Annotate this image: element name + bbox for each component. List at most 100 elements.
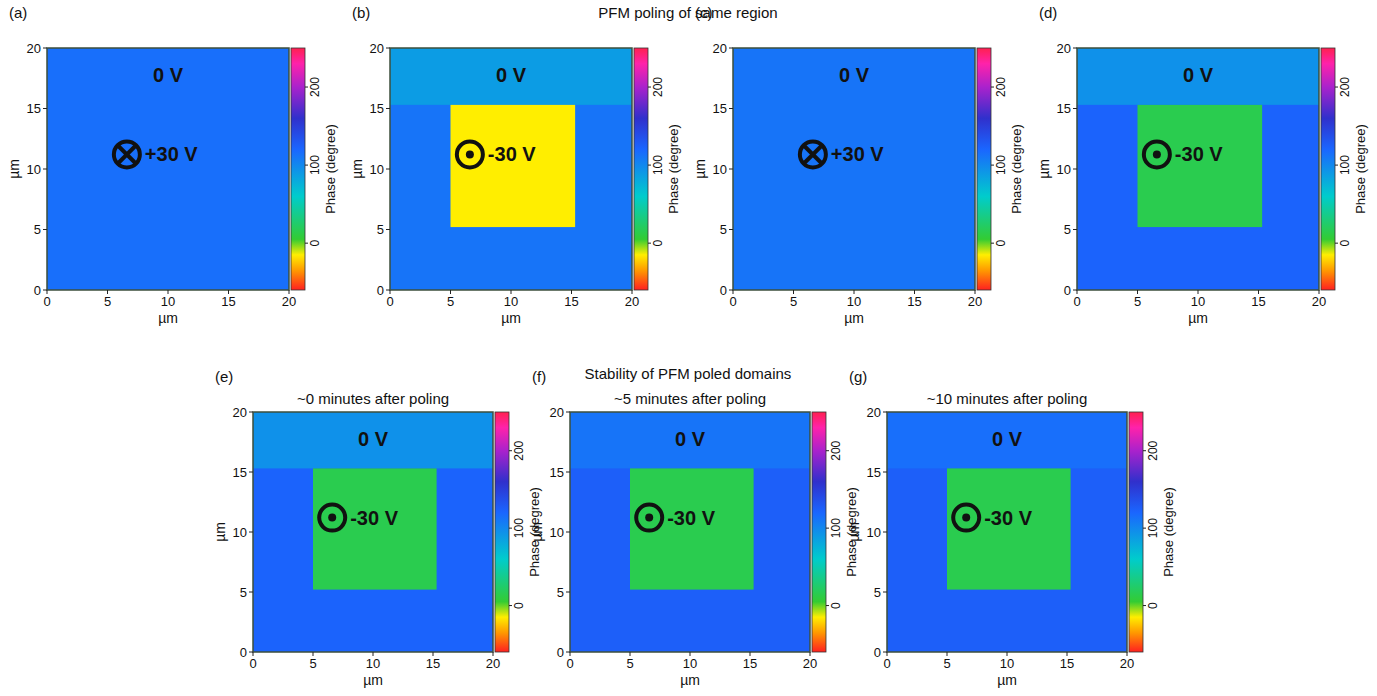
colorbar: [634, 48, 648, 290]
x-axis-title: µm: [363, 672, 383, 688]
voltage-label: 0 V: [675, 428, 706, 450]
colorbar: [291, 48, 305, 290]
x-axis-title: µm: [158, 310, 178, 326]
polarity-marker: [636, 505, 662, 531]
colorbar: [495, 412, 509, 652]
y-tick-label: 15: [1057, 101, 1071, 116]
x-tick-label: 0: [249, 656, 256, 671]
polarity-dot: [645, 514, 653, 522]
polarity-marker: [800, 141, 826, 167]
y-tick: [249, 472, 253, 473]
y-tick-label: 15: [550, 465, 564, 480]
x-tick-label: 20: [486, 656, 500, 671]
x-tick-label: 10: [504, 294, 518, 309]
colorbar: [812, 412, 826, 652]
x-tick-label: 0: [883, 656, 890, 671]
voltage-label: 0 V: [1183, 64, 1214, 86]
colorbar-tick-label: 200: [308, 77, 322, 97]
plot-area: [390, 48, 632, 290]
y-tick-label: 15: [867, 465, 881, 480]
x-tick-label: 15: [1060, 656, 1074, 671]
voltage-label: 0 V: [358, 428, 389, 450]
plot-frame: [253, 412, 493, 652]
colorbar-tick-label: 200: [512, 440, 526, 460]
y-tick-label: 20: [550, 405, 564, 420]
panel-label: (c): [695, 4, 713, 21]
x-tick-label: 15: [1251, 294, 1265, 309]
polarity-marker: [1144, 141, 1170, 167]
voltage-label: 0 V: [839, 64, 870, 86]
panel-label: (b): [352, 4, 370, 21]
y-axis-title: µm: [692, 159, 708, 179]
panel: 0510152005101520µmµm(g)~10 minutes after…: [846, 368, 1176, 688]
x-tick-label: 10: [161, 294, 175, 309]
y-tick: [729, 290, 733, 291]
colorbar: [1129, 412, 1143, 652]
x-tick-label: 10: [847, 294, 861, 309]
voltage-label: +30 V: [831, 143, 884, 165]
y-tick: [883, 472, 887, 473]
colorbar-tick-label: 200: [1146, 440, 1160, 460]
panel-label: (a): [9, 4, 27, 21]
y-tick: [566, 592, 570, 593]
polarity-cross: [118, 145, 136, 163]
polarity-cross: [118, 145, 136, 163]
phase-region: [1138, 105, 1263, 227]
panel: 0510152005101520µmµm(b)0 V-30 V0100200Ph…: [349, 4, 681, 326]
y-tick-label: 10: [1057, 162, 1071, 177]
colorbar-tick-label: 100: [994, 155, 1008, 175]
x-tick-label: 20: [1312, 294, 1326, 309]
y-tick: [249, 652, 253, 653]
x-tick-label: 20: [282, 294, 296, 309]
y-tick-label: 5: [720, 222, 727, 237]
colorbar-tick-label: 100: [512, 518, 526, 538]
phase-region: [733, 48, 975, 290]
phase-region: [451, 105, 576, 227]
polarity-dot: [466, 150, 474, 158]
y-tick-label: 0: [557, 645, 564, 660]
phase-region: [947, 468, 1071, 589]
group-title: Stability of PFM poled domains: [585, 365, 792, 382]
y-tick: [43, 290, 47, 291]
y-axis-title: µm: [349, 159, 365, 179]
y-tick-label: 5: [1064, 222, 1071, 237]
y-tick-label: 10: [713, 162, 727, 177]
plot-frame: [1077, 48, 1319, 290]
y-tick: [386, 108, 390, 109]
x-axis-title: µm: [844, 310, 864, 326]
group-title: PFM poling of same region: [598, 4, 777, 21]
colorbar-tick-label: 0: [1338, 240, 1352, 247]
phase-region: [1077, 48, 1319, 290]
x-tick-label: 10: [366, 656, 380, 671]
y-tick: [883, 412, 887, 413]
x-tick-label: 20: [1120, 656, 1134, 671]
colorbar-title: Phase (degree): [666, 124, 681, 214]
x-tick-label: 5: [943, 656, 950, 671]
plot-frame: [47, 48, 289, 290]
phase-region: [630, 468, 754, 589]
y-axis-title: µm: [6, 159, 22, 179]
colorbar-tick-label: 100: [1338, 155, 1352, 175]
y-tick-label: 0: [1064, 283, 1071, 298]
phase-region: [887, 412, 1127, 468]
y-tick-label: 5: [34, 222, 41, 237]
voltage-label: -30 V: [1175, 143, 1223, 165]
colorbar-title: Phase (degree): [1009, 124, 1024, 214]
polarity-cross: [804, 145, 822, 163]
y-tick: [729, 229, 733, 230]
x-tick-label: 20: [625, 294, 639, 309]
panel-title: ~5 minutes after poling: [614, 390, 766, 407]
colorbar-title: Phase (degree): [1353, 124, 1368, 214]
panel: 0510152005101520µmµm(a)0 V+30 V0100200Ph…: [6, 4, 338, 326]
colorbar-tick-label: 0: [512, 602, 526, 609]
y-tick: [43, 229, 47, 230]
polarity-dot: [962, 514, 970, 522]
y-tick: [249, 532, 253, 533]
x-tick-label: 5: [309, 656, 316, 671]
y-tick-label: 10: [27, 162, 41, 177]
y-tick-label: 15: [370, 101, 384, 116]
y-tick: [43, 169, 47, 170]
y-tick-label: 0: [240, 645, 247, 660]
y-tick: [729, 169, 733, 170]
colorbar-tick-label: 0: [994, 240, 1008, 247]
